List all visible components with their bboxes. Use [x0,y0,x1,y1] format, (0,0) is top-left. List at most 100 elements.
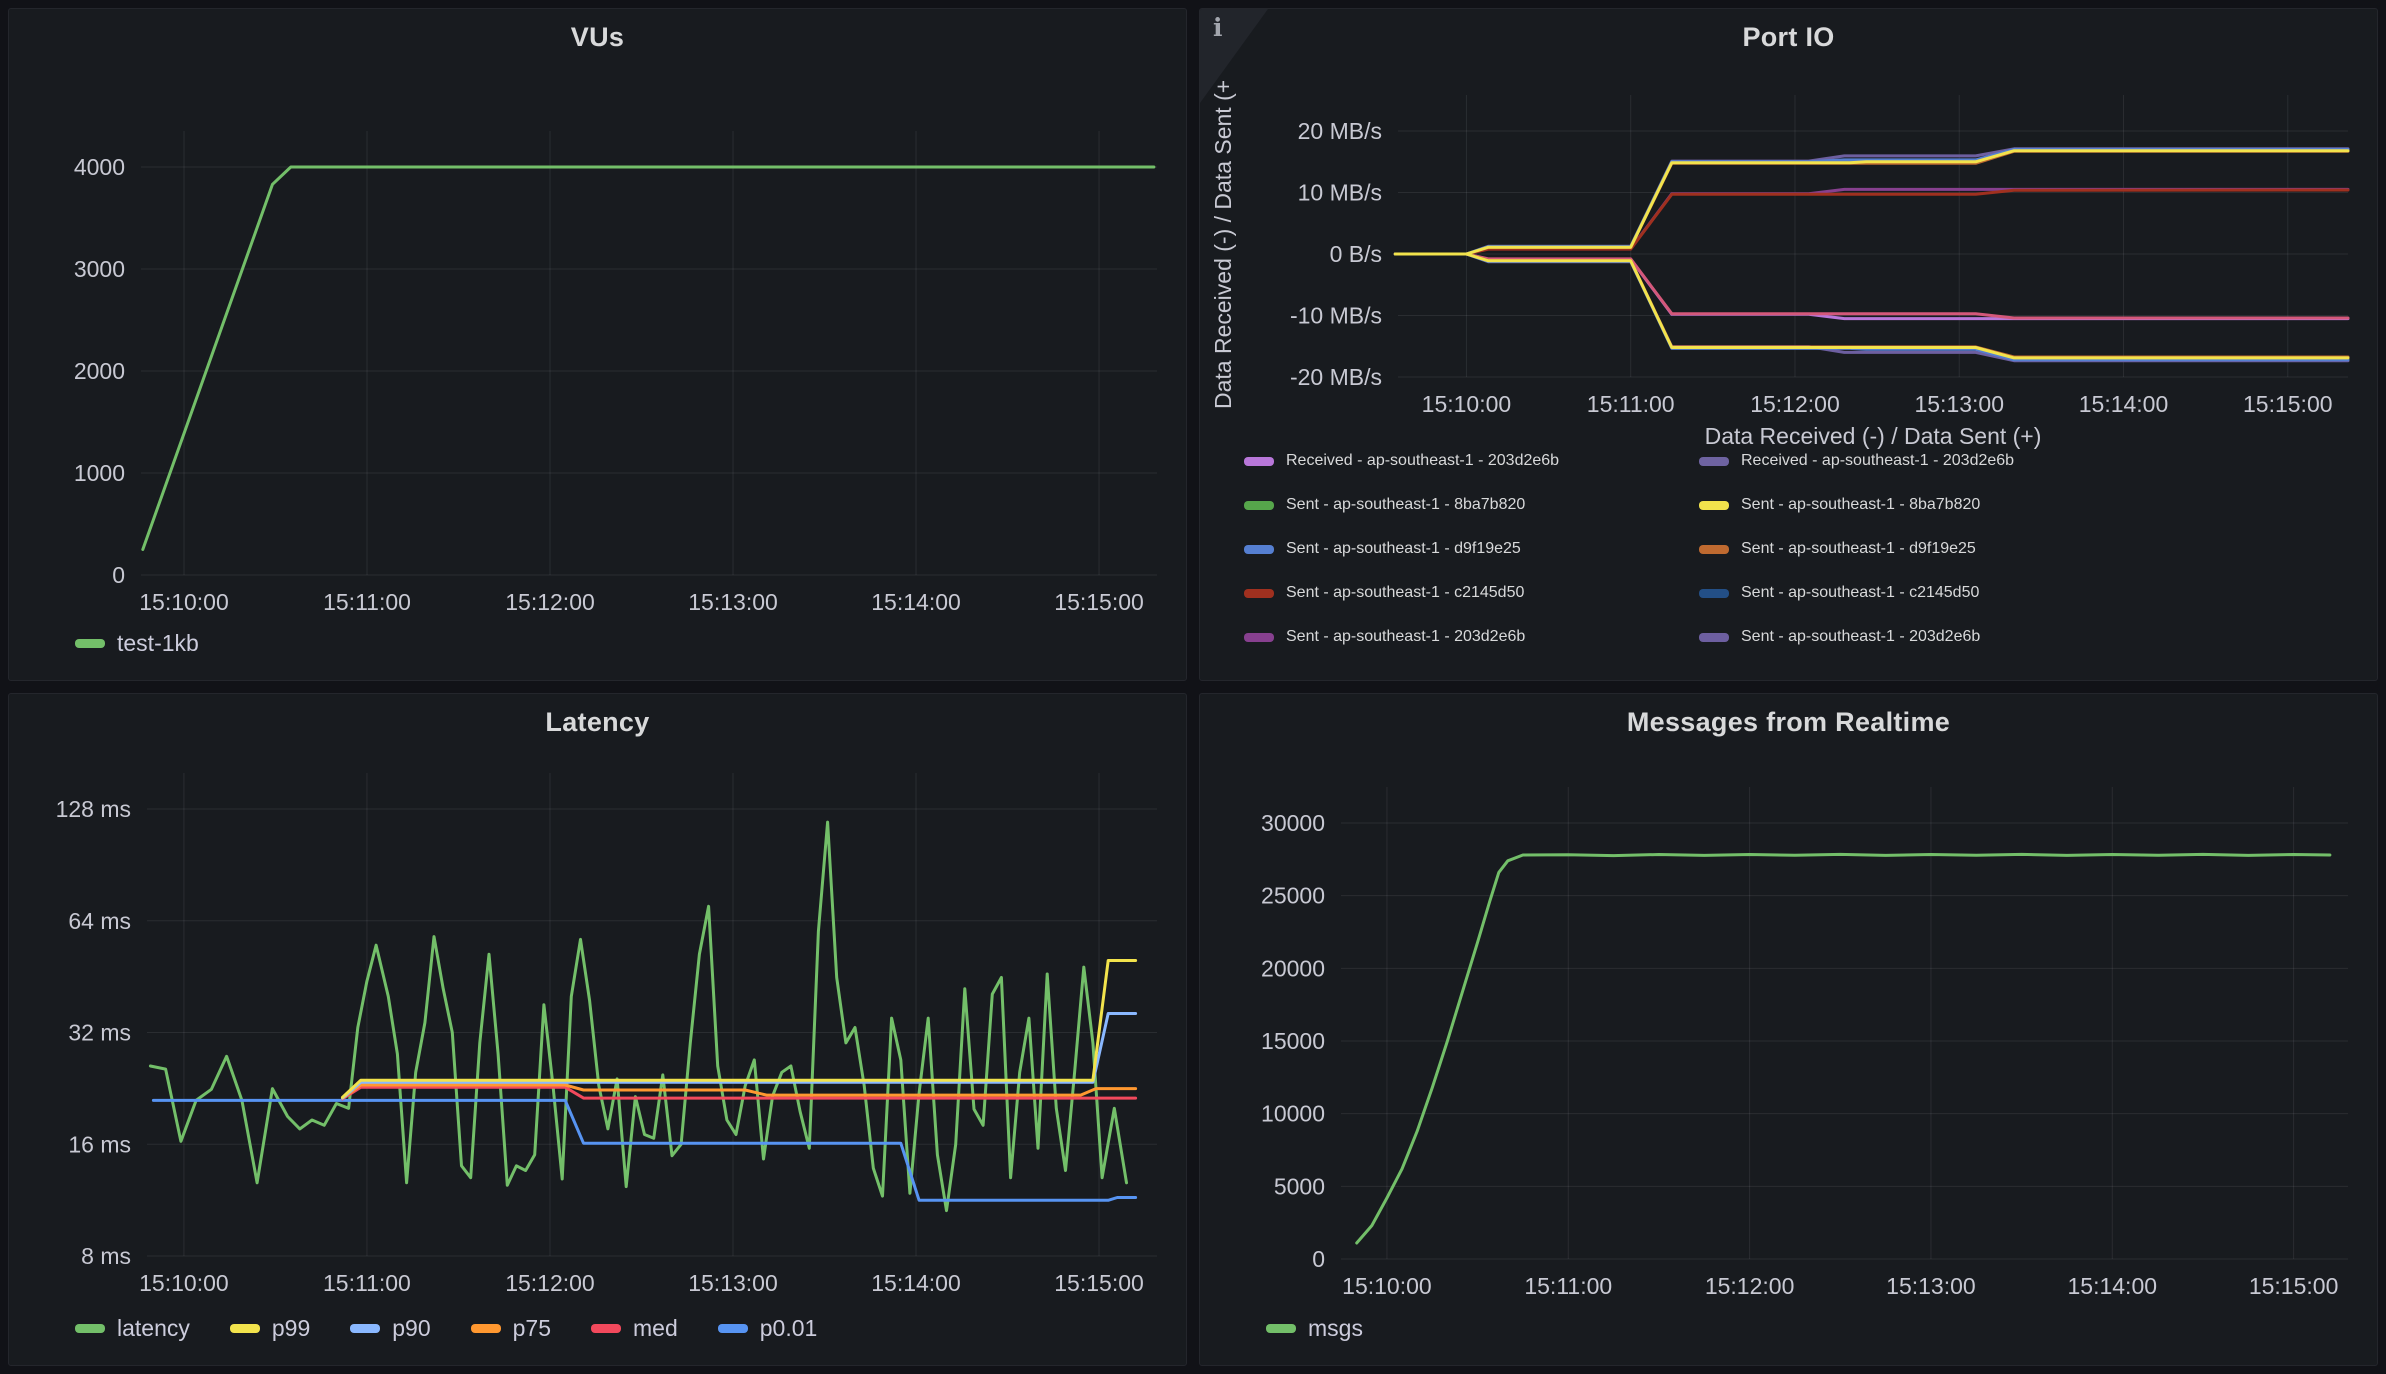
panel-title-vus[interactable]: VUs [570,22,625,52]
info-icon: i [1213,13,1223,42]
legend-label: p0.01 [759,1314,818,1341]
y-tick-label: 5000 [1274,1173,1325,1199]
legend-label: Sent - ap-southeast-1 - c2145d50 [1286,584,1525,601]
legend-item-sent-ap-southeast-1-8ba7b820[interactable]: Sent - ap-southeast-1 - 8ba7b820 [1699,483,2014,527]
x-tick-label: 15:13:00 [688,589,778,615]
y-tick-label: 0 B/s [1330,241,1382,267]
legend-item-p75[interactable]: p75 [470,1316,551,1340]
portio-legend-col-left: Received - ap-southeast-1 - 203d2e6b Sent… [1244,439,1699,659]
series-p75[interactable] [341,1083,1138,1100]
y-tick-label: -10 MB/s [1290,303,1382,329]
legend-item-sent-ap-southeast-1-203d2e6b[interactable]: Sent - ap-southeast-1 - 203d2e6b [1699,615,2014,659]
vus-chart[interactable]: 15:10:00 15:11:00 15:12:00 15:13:00 15:14:00… [17,61,1178,621]
series-sent-ap-southeast-1-c2145d50-[interactable] [1393,252,2350,320]
legend-swatch [1244,588,1274,598]
series-msgs[interactable] [1355,852,2332,1245]
legend-item-received-ap-southeast-1-203d2e6b[interactable]: Received - ap-southeast-1 - 203d2e6b [1244,439,1699,483]
legend-swatch [717,1323,748,1333]
series-received-ap-southeast-1-203d2e6b-[interactable] [1393,252,2350,363]
legend-item-p0.01[interactable]: p0.01 [717,1314,818,1341]
x-tick-label: 15:11:00 [323,589,411,615]
portio-legend-col-right: Received - ap-southeast-1 - 203d2e6b Sent… [1699,439,2014,659]
latency-legend: latency p99 p90 p75 med p0.01 [17,1306,1178,1350]
series-sent-ap-southeast-1-c2145d50-[interactable] [1393,188,2350,256]
legend-item-msgs[interactable]: msgs [1266,1316,1363,1340]
series-p0.01[interactable] [151,1098,1138,1202]
legend-label: med [633,1314,678,1341]
legend-swatch [1244,456,1274,466]
x-tick-label: 15:15:00 [2249,1273,2339,1299]
legend-swatch [75,1323,105,1333]
x-tick-label: 15:10:00 [1422,391,1512,417]
legend-item-sent-ap-southeast-1-d9f19e25[interactable]: Sent - ap-southeast-1 - d9f19e25 [1244,527,1699,571]
x-tick-label: 15:12:00 [505,1270,595,1296]
series-sent-ap-southeast-1-8ba7b820-yellow-[interactable] [1393,252,2350,360]
y-tick-label: 64 ms [68,908,131,934]
series-sent-ap-southeast-1-8ba7b820-green-[interactable] [1393,148,2350,256]
portio-x-axis-label: Data Received (-) / Data Sent (+) [1398,423,2348,451]
legend-swatch [1699,456,1729,466]
series-test-1kb[interactable] [141,165,1156,551]
y-tick-label: 20 MB/s [1298,118,1382,144]
legend-swatch [470,1323,501,1333]
series-sent-ap-southeast-1-d9f19e25-blue-[interactable] [1393,252,2350,362]
x-tick-label: 15:10:00 [139,1270,229,1296]
y-tick-label: 10 MB/s [1298,180,1382,206]
legend-swatch [1244,500,1274,510]
series-sent-ap-southeast-1-203d2e6b-plum-[interactable] [1393,187,2350,256]
legend-item-sent-ap-southeast-1-c2145d50[interactable]: Sent - ap-southeast-1 - c2145d50 [1699,571,2014,615]
legend-item-latency[interactable]: latency [75,1316,190,1340]
series-sent-ap-southeast-1-d9f19e25-orange-[interactable] [1393,149,2350,256]
legend-item-p90[interactable]: p90 [350,1316,431,1340]
legend-label: Sent - ap-southeast-1 - c2145d50 [1741,584,1980,601]
legend-swatch [350,1323,381,1333]
panel-messages: Messages from Realtime 15:10:00 15:11:00 1… [1199,693,2378,1366]
legend-swatch [1699,500,1729,510]
y-tick-label: 8 ms [81,1243,131,1269]
legend-item-sent-ap-southeast-1-203d2e6b[interactable]: Sent - ap-southeast-1 - 203d2e6b [1244,615,1699,659]
x-tick-label: 15:14:00 [871,589,961,615]
series-received-ap-southeast-1-203d2e6b-light-[interactable] [1393,252,2350,321]
panel-title-portio[interactable]: Port IO [1742,22,1835,52]
legend-swatch [591,1323,621,1333]
x-tick-label: 15:14:00 [2068,1273,2158,1299]
series-p99[interactable] [341,959,1138,1099]
legend-swatch [1699,588,1729,598]
panel-portio: i Port IO Data Received (-) / Data Sent … [1199,8,2378,681]
panel-title-latency[interactable]: Latency [545,707,650,737]
y-tick-label: 3000 [74,256,125,282]
legend-item-med[interactable]: med [591,1314,678,1341]
legend-item-sent-ap-southeast-1-d9f19e25[interactable]: Sent - ap-southeast-1 - d9f19e25 [1699,527,2014,571]
legend-label: Sent - ap-southeast-1 - 8ba7b820 [1741,496,1981,513]
series-latency[interactable] [148,820,1128,1213]
series-sent-ap-southeast-1-8ba7b820-yellow-[interactable] [1393,149,2350,256]
legend-item-sent-ap-southeast-1-c2145d50[interactable]: Sent - ap-southeast-1 - c2145d50 [1244,571,1699,615]
series-sent-ap-southeast-1-d9f19e25-orange-[interactable] [1393,252,2350,359]
legend-label: Sent - ap-southeast-1 - 203d2e6b [1741,628,1981,645]
legend-item-test-1kb[interactable]: test-1kb [75,631,199,655]
series-sent-ap-southeast-1-d9f19e25-blue-[interactable] [1393,147,2350,256]
legend-swatch [1244,632,1274,642]
x-tick-label: 15:11:00 [1587,391,1675,417]
y-tick-label: 25000 [1261,883,1325,909]
panel-title-messages[interactable]: Messages from Realtime [1626,707,1951,737]
messages-chart[interactable]: 15:10:00 15:11:00 15:12:00 15:13:00 15:14:00… [1208,746,2369,1306]
x-tick-label: 15:13:00 [1886,1273,1976,1299]
x-tick-label: 15:11:00 [323,1270,411,1296]
latency-chart[interactable]: 15:10:00 15:11:00 15:12:00 15:13:00 15:14:00… [17,746,1178,1306]
y-tick-label: 0 [1312,1246,1325,1272]
x-tick-label: 15:13:00 [688,1270,778,1296]
x-tick-label: 15:12:00 [1750,391,1840,417]
x-tick-label: 15:12:00 [505,589,595,615]
legend-swatch [1244,544,1274,554]
legend-item-sent-ap-southeast-1-8ba7b820[interactable]: Sent - ap-southeast-1 - 8ba7b820 [1244,483,1699,527]
legend-item-received-ap-southeast-1-203d2e6b[interactable]: Received - ap-southeast-1 - 203d2e6b [1699,439,2014,483]
y-tick-label: 1000 [74,460,125,486]
portio-chart[interactable]: 15:10:00 15:11:00 15:12:00 15:13:00 15:14:00… [1208,61,2369,423]
legend-item-p99[interactable]: p99 [229,1316,310,1340]
panel-vus: VUs 15:10:00 15:11:00 15:12:00 15:13:00 15:1… [8,8,1187,681]
panel-latency: Latency 15:10:00 15:11:00 15:12:00 15:13:00… [8,693,1187,1366]
x-tick-label: 15:14:00 [871,1270,961,1296]
portio-y-axis-label: Data Received (-) / Data Sent (+ [1210,79,1236,409]
